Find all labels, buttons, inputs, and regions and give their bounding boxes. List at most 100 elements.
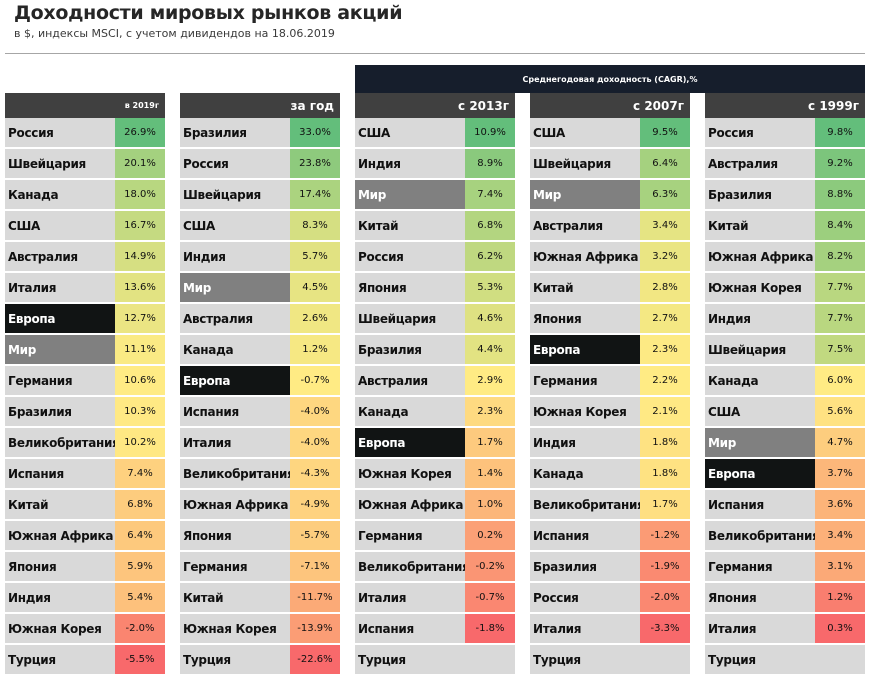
return-value: 7.4% — [115, 459, 165, 488]
return-value: -0.7% — [465, 583, 515, 612]
return-value: -1.9% — [640, 552, 690, 581]
country-name: Германия — [180, 552, 290, 581]
country-name: Швейцария — [180, 180, 290, 209]
country-name: Турция — [5, 645, 115, 674]
table-row: Великобритания 3.4% — [705, 521, 865, 552]
country-name: Европа — [355, 428, 465, 457]
return-value: 6.0% — [815, 366, 865, 395]
country-name: Япония — [530, 304, 640, 333]
return-value: 33.0% — [290, 118, 340, 147]
table-row: Россия 6.2% — [355, 242, 515, 273]
country-name: Мир — [355, 180, 465, 209]
country-name: Германия — [355, 521, 465, 550]
country-name: Индия — [180, 242, 290, 271]
table-row: Австралия 14.9% — [5, 242, 165, 273]
country-name: Европа — [530, 335, 640, 364]
return-value: 1.7% — [465, 428, 515, 457]
country-name: Испания — [180, 397, 290, 426]
table-row: Мир 7.4% — [355, 180, 515, 211]
table-row: Великобритания -0.2% — [355, 552, 515, 583]
country-name: Великобритания — [705, 521, 815, 550]
return-value: 3.1% — [815, 552, 865, 581]
table-row: Канада 18.0% — [5, 180, 165, 211]
return-value: 7.5% — [815, 335, 865, 364]
return-value: 3.4% — [640, 211, 690, 240]
table-row: Испания 7.4% — [5, 459, 165, 490]
country-name: Германия — [530, 366, 640, 395]
return-value: 7.7% — [815, 304, 865, 333]
country-name: Турция — [705, 645, 815, 674]
return-value: 4.7% — [815, 428, 865, 457]
return-value: 13.6% — [115, 273, 165, 302]
table-row: Мир 4.5% — [180, 273, 340, 304]
country-name: Австралия — [705, 149, 815, 178]
table-row: Китай -11.7% — [180, 583, 340, 614]
table-row: Турция — [530, 645, 690, 676]
return-value: -3.3% — [640, 614, 690, 643]
table-row: Япония 1.2% — [705, 583, 865, 614]
return-value: -4.9% — [290, 490, 340, 519]
country-name: Бразилия — [5, 397, 115, 426]
table-row: Италия 0.3% — [705, 614, 865, 645]
return-value: 1.7% — [640, 490, 690, 519]
return-value: 20.1% — [115, 149, 165, 178]
return-value: -1.8% — [465, 614, 515, 643]
return-value: -4.3% — [290, 459, 340, 488]
country-name: Россия — [355, 242, 465, 271]
table-row: Китай 8.4% — [705, 211, 865, 242]
return-value: 1.8% — [640, 459, 690, 488]
table-row: Испания -1.2% — [530, 521, 690, 552]
table-row: США 9.5% — [530, 118, 690, 149]
country-name: Австралия — [180, 304, 290, 333]
country-name: Япония — [180, 521, 290, 550]
country-name: Бразилия — [705, 180, 815, 209]
country-name: Швейцария — [5, 149, 115, 178]
country-name: Китай — [5, 490, 115, 519]
return-value: 6.3% — [640, 180, 690, 209]
panel-header: с 2013г — [355, 93, 515, 118]
return-value: 16.7% — [115, 211, 165, 240]
panel-1: за год Бразилия 33.0% Россия 23.8% Швейцария 1… — [180, 93, 340, 676]
country-name: Швейцария — [705, 335, 815, 364]
panel-header: в 2019г — [5, 93, 165, 118]
table-row: Турция -22.6% — [180, 645, 340, 676]
table-row: Австралия 9.2% — [705, 149, 865, 180]
country-name: Турция — [355, 645, 465, 674]
country-name: Китай — [355, 211, 465, 240]
return-value: 3.7% — [815, 459, 865, 488]
return-value: 8.2% — [815, 242, 865, 271]
return-value: 3.4% — [815, 521, 865, 550]
country-name: Великобритания — [355, 552, 465, 581]
country-name: Мир — [180, 273, 290, 302]
country-name: Германия — [5, 366, 115, 395]
country-name: Великобритания — [530, 490, 640, 519]
country-name: Южная Африка — [530, 242, 640, 271]
country-name: Япония — [5, 552, 115, 581]
return-value: -2.0% — [640, 583, 690, 612]
country-name: Бразилия — [355, 335, 465, 364]
country-name: Мир — [705, 428, 815, 457]
table-row: Канада 2.3% — [355, 397, 515, 428]
return-value: -4.0% — [290, 428, 340, 457]
table-row: Индия 7.7% — [705, 304, 865, 335]
country-name: Южная Корея — [355, 459, 465, 488]
country-name: Канада — [355, 397, 465, 426]
country-name: Швейцария — [530, 149, 640, 178]
return-value: 9.5% — [640, 118, 690, 147]
country-name: Австралия — [530, 211, 640, 240]
panel-3: с 2007г США 9.5% Швейцария 6.4% Мир 6.3% Австра… — [530, 93, 690, 676]
return-value: 1.4% — [465, 459, 515, 488]
country-name: Китай — [530, 273, 640, 302]
table-row: Южная Африка 3.2% — [530, 242, 690, 273]
table-row: Швейцария 7.5% — [705, 335, 865, 366]
table-row: Великобритания 10.2% — [5, 428, 165, 459]
table-row: Италия -0.7% — [355, 583, 515, 614]
table-row: Южная Африка 8.2% — [705, 242, 865, 273]
panel-2: с 2013г США 10.9% Индия 8.9% Мир 7.4% Китай 6.8%… — [355, 93, 515, 676]
table-row: Южная Корея 7.7% — [705, 273, 865, 304]
return-value: -13.9% — [290, 614, 340, 643]
country-name: Россия — [180, 149, 290, 178]
return-value: 2.3% — [465, 397, 515, 426]
table-row: Европа 12.7% — [5, 304, 165, 335]
page-title: Доходности мировых рынков акций — [14, 2, 403, 24]
